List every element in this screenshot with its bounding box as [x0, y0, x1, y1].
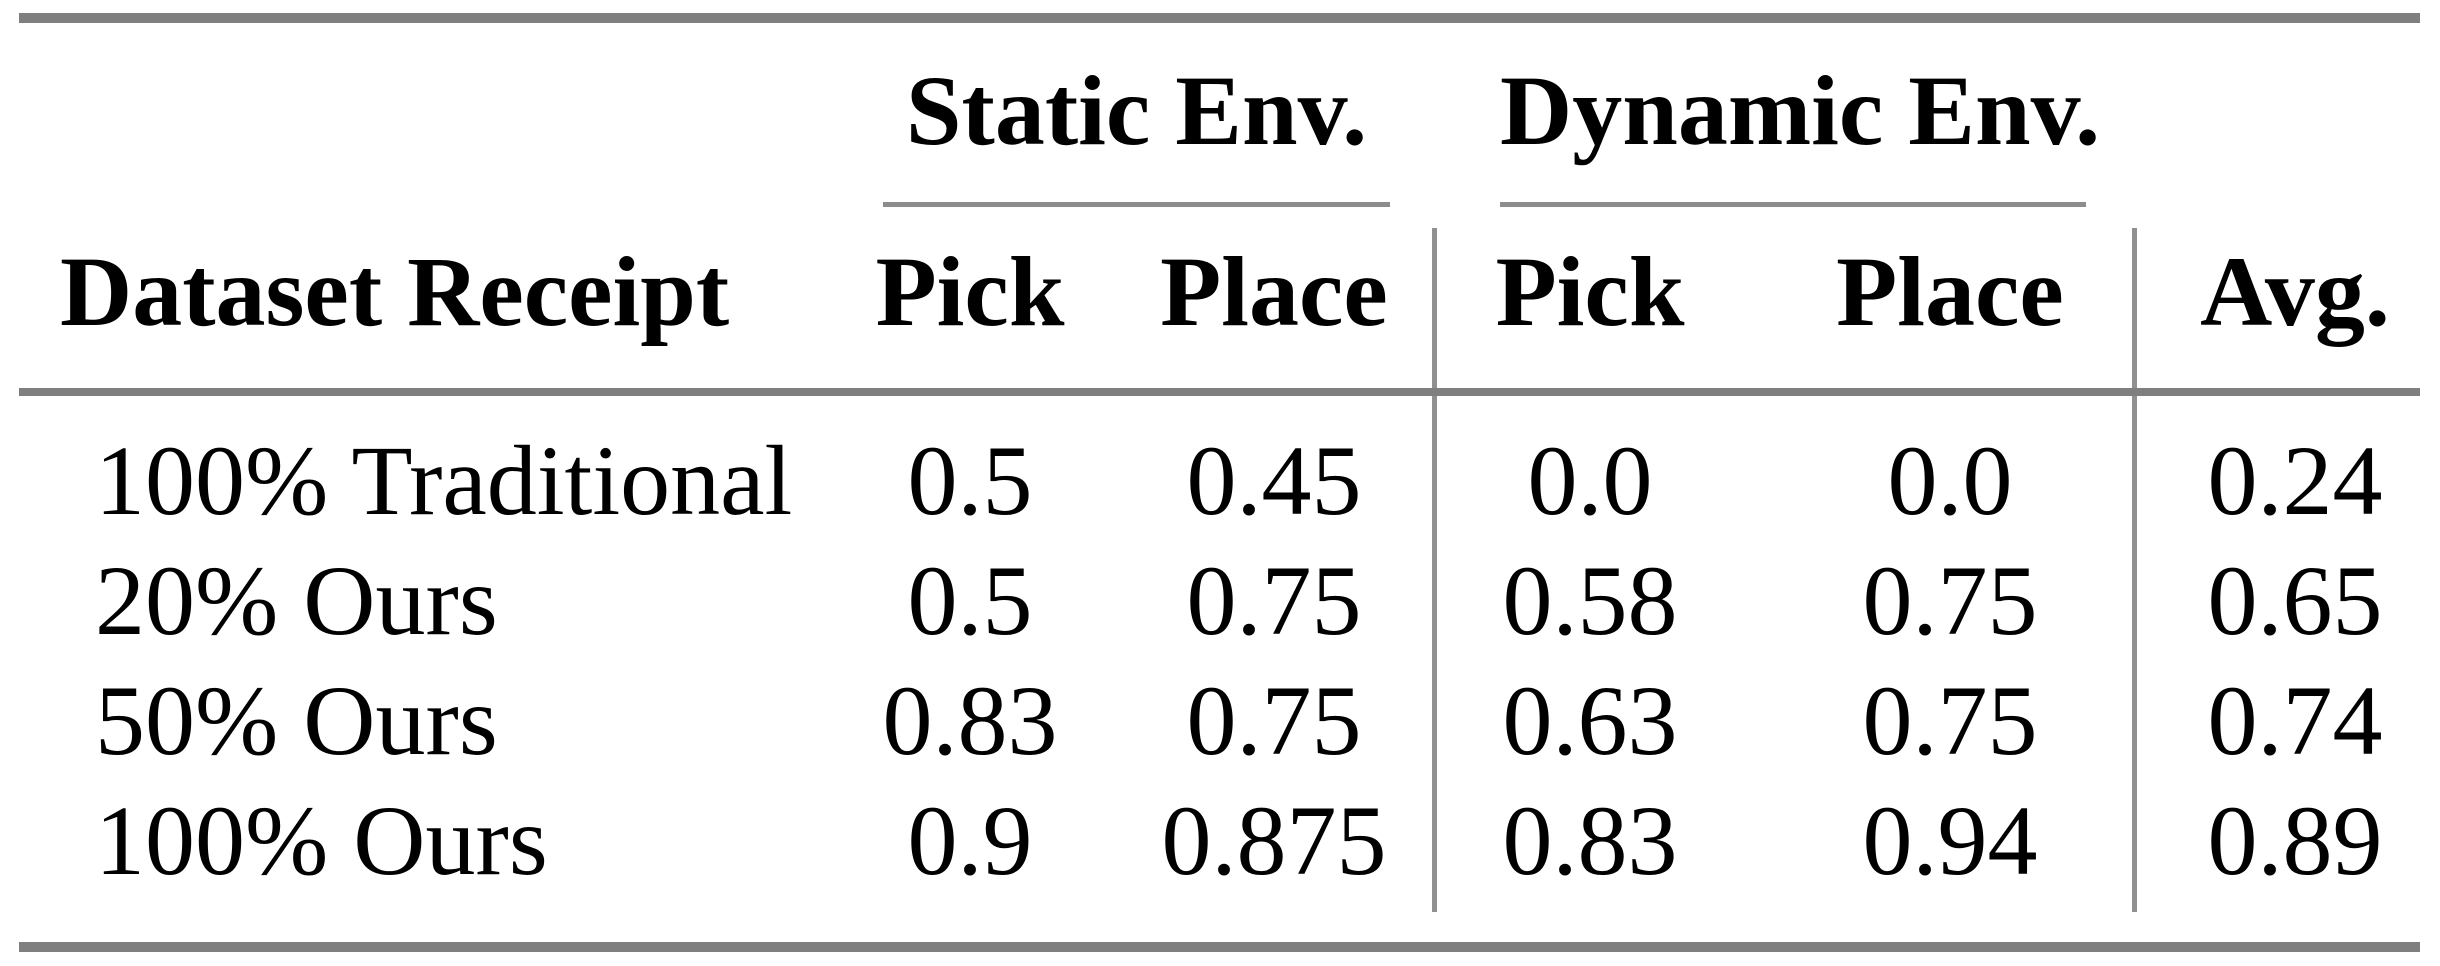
cell-dynamic-pick: 0.63 — [1502, 665, 1678, 776]
cell-dynamic-place: 0.75 — [1862, 665, 2038, 776]
cell-static-place: 0.75 — [1186, 665, 1362, 776]
header-cell-dynamic-place: Place — [1836, 236, 2064, 347]
row-label: 20% Ours — [95, 545, 498, 656]
cell-static-pick: 0.83 — [882, 665, 1058, 776]
cell-avg: 0.65 — [2207, 545, 2383, 656]
cell-static-pick: 0.5 — [907, 545, 1033, 656]
cell-static-place: 0.875 — [1161, 785, 1387, 896]
top-rule — [19, 13, 2420, 23]
header-cell-avg: Avg. — [2200, 236, 2390, 347]
cell-dynamic-pick: 0.0 — [1527, 425, 1653, 536]
header-cell-dynamic-pick: Pick — [1495, 236, 1685, 347]
row-label: 50% Ours — [95, 665, 498, 776]
header-cell-static-place: Place — [1160, 236, 1388, 347]
row-label: 100% Traditional — [95, 425, 793, 536]
vertical-rule-dynamic-avg — [2132, 228, 2137, 912]
cell-static-place: 0.45 — [1186, 425, 1362, 536]
cell-dynamic-place: 0.0 — [1887, 425, 2013, 536]
cell-dynamic-place: 0.75 — [1862, 545, 2038, 656]
bottom-rule — [19, 942, 2420, 952]
header-cell-dataset-receipt: Dataset Receipt — [60, 236, 730, 347]
cell-dynamic-place: 0.94 — [1862, 785, 2038, 896]
group-header-dynamic-env: Dynamic Env. — [1500, 55, 2101, 166]
cell-avg: 0.89 — [2207, 785, 2383, 896]
cell-dynamic-pick: 0.83 — [1502, 785, 1678, 896]
cell-static-pick: 0.9 — [907, 785, 1033, 896]
row-label: 100% Ours — [95, 785, 548, 896]
cell-avg: 0.24 — [2207, 425, 2383, 536]
cmidrule-dynamic — [1500, 202, 2086, 207]
cell-dynamic-pick: 0.58 — [1502, 545, 1678, 656]
cell-static-place: 0.75 — [1186, 545, 1362, 656]
header-cell-static-pick: Pick — [875, 236, 1065, 347]
cmidrule-static — [883, 202, 1390, 207]
cell-avg: 0.74 — [2207, 665, 2383, 776]
header-body-rule — [19, 388, 2420, 396]
group-header-static-env: Static Env. — [905, 55, 1368, 166]
cell-static-pick: 0.5 — [907, 425, 1033, 536]
vertical-rule-static-dynamic — [1432, 228, 1437, 912]
